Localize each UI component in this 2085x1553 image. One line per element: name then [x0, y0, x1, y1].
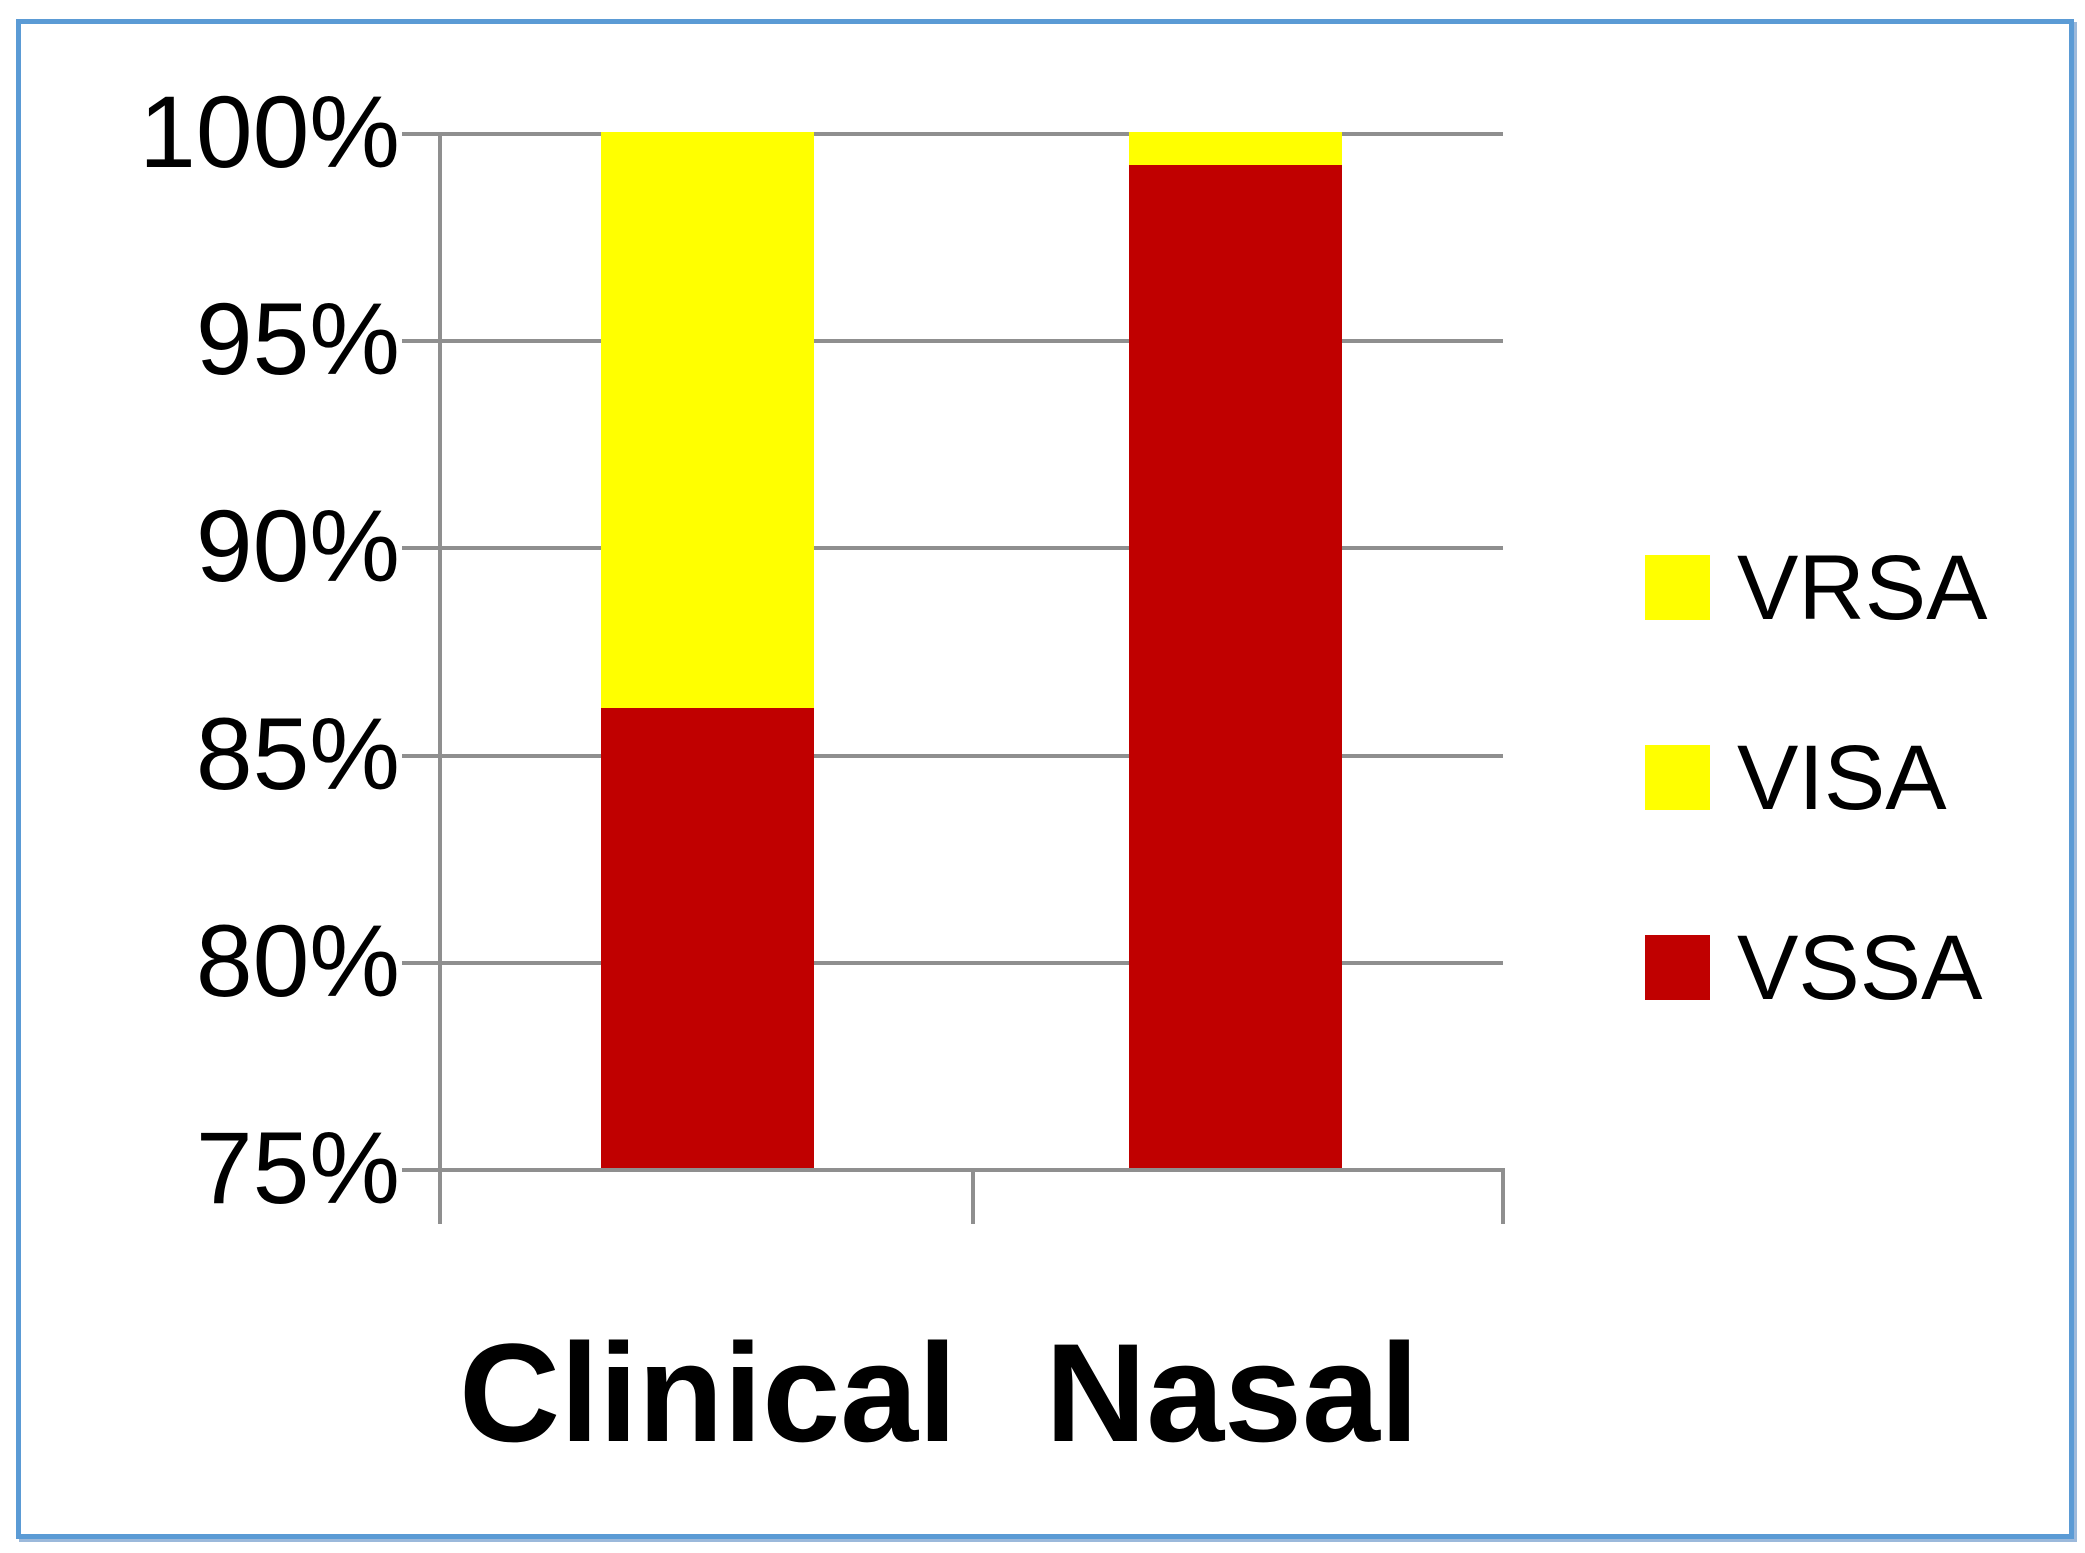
legend-item-visa: VISA [1645, 732, 1988, 824]
gridline-85pct [402, 753, 1503, 758]
x-category-label-nasal: Nasal [1045, 1314, 1419, 1471]
x-axis-tick-left [438, 1168, 442, 1224]
bar-clinical-visa-vrsa-segment [601, 132, 814, 709]
gridline-80pct [402, 960, 1503, 965]
bar-clinical-vssa-segment [601, 708, 814, 1168]
y-tick-label-95: 95% [195, 282, 400, 396]
y-axis-tick-75pct [402, 1168, 438, 1172]
chart-frame [16, 19, 2074, 1539]
legend-label-vssa: VSSA [1737, 916, 1983, 1019]
bar-nasal-visa-vrsa-segment [1129, 132, 1342, 166]
x-axis-tick-right [1501, 1168, 1505, 1224]
bar-nasal-vssa-segment [1129, 165, 1342, 1168]
legend-item-vssa: VSSA [1645, 922, 1988, 1014]
gridline-90pct [402, 546, 1503, 551]
legend-swatch-vrsa [1645, 555, 1710, 620]
plot-area [402, 132, 1505, 1224]
x-axis-tick-middle [970, 1168, 975, 1224]
y-tick-label-90: 90% [195, 489, 400, 603]
y-tick-label-100: 100% [139, 75, 400, 189]
legend-swatch-visa [1645, 745, 1710, 810]
legend-label-vrsa: VRSA [1737, 536, 1988, 639]
gridline-95pct [402, 339, 1503, 344]
bar-clinical [601, 132, 814, 1168]
y-tick-label-75: 75% [195, 1111, 400, 1225]
legend-item-vrsa: VRSA [1645, 542, 1988, 634]
y-tick-label-85: 85% [195, 697, 400, 811]
legend: VRSA VISA VSSA [1645, 542, 1988, 1125]
bar-nasal [1129, 132, 1342, 1168]
legend-swatch-vssa [1645, 935, 1710, 1000]
y-tick-label-80: 80% [195, 904, 400, 1018]
x-category-label-clinical: Clinical [459, 1314, 957, 1471]
legend-label-visa: VISA [1737, 726, 1947, 829]
gridline-100pct [402, 132, 1503, 136]
